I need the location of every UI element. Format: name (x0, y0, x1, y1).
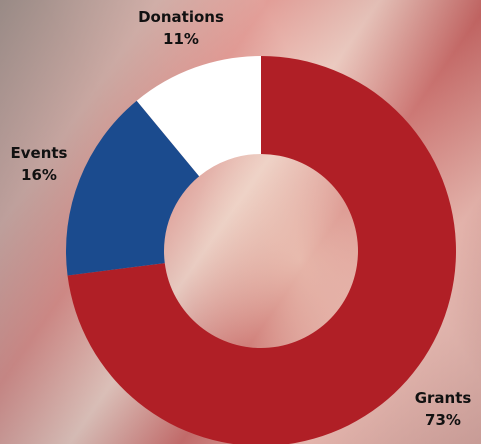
slice-label-events: Events (11, 144, 68, 162)
slice-value-events: 16% (21, 166, 57, 184)
slice-label-donations: Donations (138, 8, 224, 26)
slice-value-donations: 11% (163, 30, 199, 48)
slice-events (65, 100, 200, 276)
slice-value-grants: 73% (425, 411, 461, 429)
slice-donations (136, 55, 261, 177)
slice-label-grants: Grants (415, 389, 472, 407)
slice-labels: Grants 73% Events 16% Donations 11% (11, 8, 472, 429)
slice-grants (67, 56, 456, 444)
donut-slices (65, 55, 456, 444)
